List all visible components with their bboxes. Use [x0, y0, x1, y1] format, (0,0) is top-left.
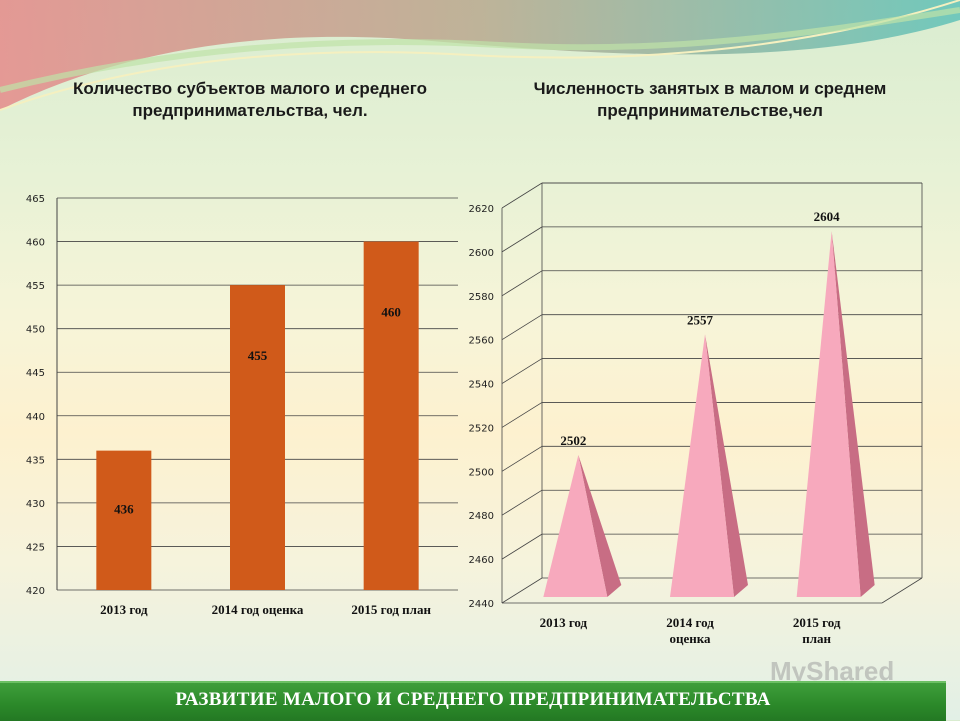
chart2-data-label: 2604: [814, 209, 841, 224]
chart2-y-tick: 2440: [469, 599, 494, 610]
chart2-data-label: 2502: [560, 433, 586, 448]
chart1-y-tick: 450: [26, 325, 45, 336]
chart1-bar: [96, 450, 152, 590]
chart1-y-tick: 465: [26, 194, 45, 205]
chart2-y-tick: 2600: [469, 248, 494, 259]
header-wave-decoration: [0, 0, 960, 111]
chart2-pyramid-side: [705, 334, 748, 597]
chart2-category-label: 2014 год оценка: [666, 615, 714, 646]
chart2-side-gridline: [501, 577, 543, 604]
chart1-y-tick: 425: [26, 542, 45, 553]
chart2-y-tick: 2460: [469, 555, 494, 566]
chart2-employment: 2440 2460 2480 2500 2520 2540 2560 2580 2600 2620…: [469, 182, 923, 646]
chart2-side-gridline: [501, 226, 543, 253]
chart1-bar: [363, 241, 419, 591]
chart2-y-tick: 2580: [469, 292, 494, 303]
chart1-data-label: 455: [248, 348, 268, 363]
chart1-y-tick: 455: [26, 281, 45, 292]
chart1-enterprises: 420 425 430 435 440 445 450 455 460 465 436 2013 го…: [26, 194, 458, 617]
chart1-y-tick: 445: [26, 368, 45, 379]
chart2-y-tick: 2540: [469, 380, 494, 391]
chart2-side-gridline: [501, 314, 543, 341]
chart2-y-tick: 2520: [469, 423, 494, 434]
chart1-category-label: 2015 год план: [351, 602, 431, 617]
chart1-data-label: 436: [114, 501, 134, 516]
chart2-title: Численность занятых в малом и среднем пр…: [533, 79, 887, 120]
chart2-data-label: 2557: [687, 312, 714, 327]
chart2-side-gridline: [501, 533, 543, 560]
chart1-y-tick: 420: [26, 586, 45, 597]
chart1-category-label: 2014 год оценка: [212, 602, 304, 617]
chart2-side-gridline: [501, 445, 543, 472]
footer-banner-text: РАЗВИТИЕ МАЛОГО И СРЕДНЕГО ПРЕДПРИНИМАТЕ…: [175, 689, 771, 710]
chart2-y-tick: 2620: [469, 204, 494, 215]
chart2-y-tick: 2500: [469, 467, 494, 478]
chart2-y-tick: 2560: [469, 336, 494, 347]
chart1-data-label: 460: [381, 305, 401, 320]
chart2-y-tick: 2480: [469, 511, 494, 522]
chart1-title: Количество субъектов малого и среднего п…: [73, 79, 427, 120]
chart2-side-gridline: [501, 270, 543, 297]
chart2-side-gridline: [501, 182, 543, 209]
chart1-bar: [230, 285, 285, 590]
chart1-y-tick: 430: [26, 499, 45, 510]
chart2-category-label: 2013 год: [540, 615, 588, 630]
chart1-category-label: 2013 год: [100, 602, 148, 617]
chart2-side-gridline: [501, 402, 543, 428]
chart2-side-gridline: [501, 489, 543, 516]
chart2-pyramid: [796, 231, 861, 597]
chart2-pyramid-side: [831, 231, 875, 597]
footer-banner: РАЗВИТИЕ МАЛОГО И СРЕДНЕГО ПРЕДПРИНИМАТЕ…: [0, 681, 946, 721]
chart2-side-gridline: [501, 358, 543, 384]
chart1-y-tick: 440: [26, 412, 45, 423]
chart2-pyramid: [670, 334, 734, 597]
chart1-y-tick: 435: [26, 455, 45, 466]
chart2-floor-right-edge: [881, 577, 923, 604]
chart2-pyramid: [543, 454, 608, 597]
chart2-category-label: 2015 год план: [793, 615, 841, 646]
chart2-pyramid-side: [578, 454, 622, 597]
chart1-y-tick: 460: [26, 238, 45, 249]
